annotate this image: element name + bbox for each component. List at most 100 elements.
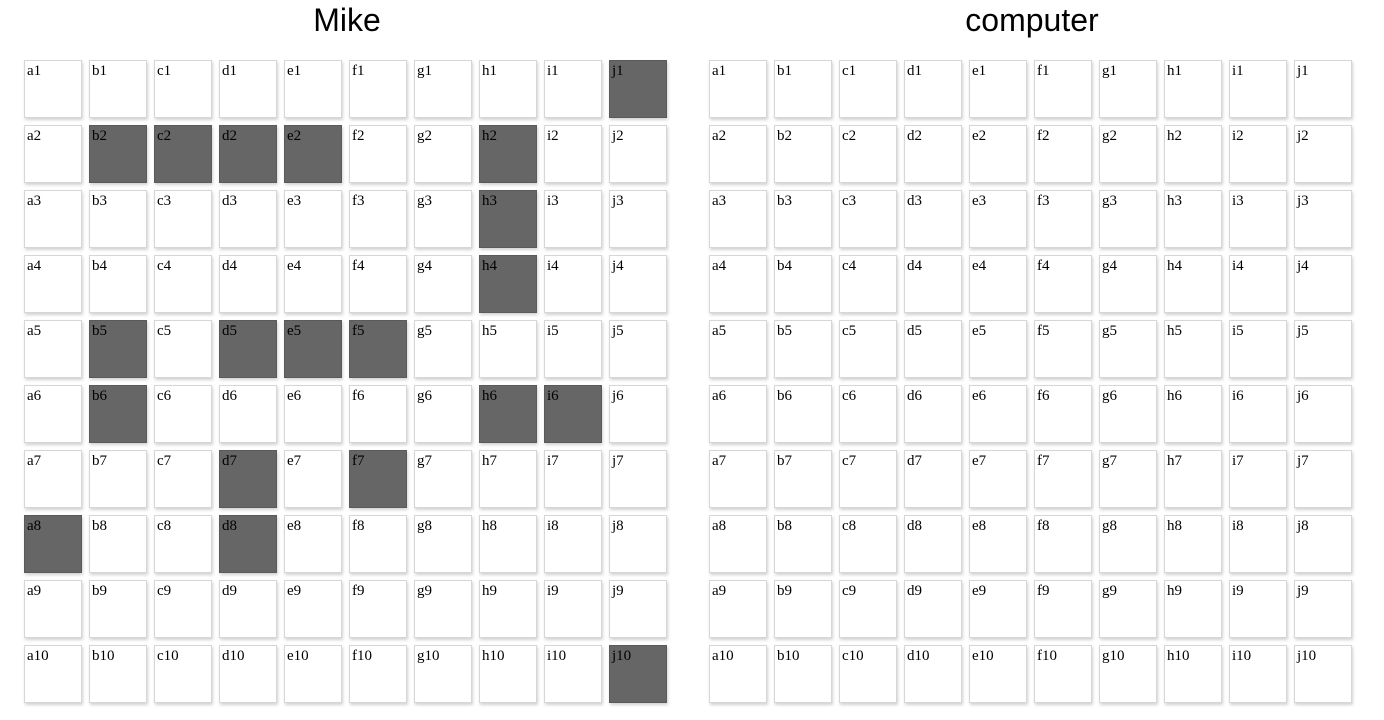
computer-cell-f6[interactable]: f6	[1034, 385, 1092, 443]
computer-cell-d7[interactable]: d7	[904, 450, 962, 508]
computer-cell-i5[interactable]: i5	[1229, 320, 1287, 378]
player-cell-c9[interactable]: c9	[154, 580, 212, 638]
computer-cell-b8[interactable]: b8	[774, 515, 832, 573]
computer-cell-h4[interactable]: h4	[1164, 255, 1222, 313]
player-cell-i1[interactable]: i1	[544, 60, 602, 118]
computer-cell-e8[interactable]: e8	[969, 515, 1027, 573]
player-cell-i9[interactable]: i9	[544, 580, 602, 638]
computer-cell-a7[interactable]: a7	[709, 450, 767, 508]
computer-cell-h9[interactable]: h9	[1164, 580, 1222, 638]
player-cell-e3[interactable]: e3	[284, 190, 342, 248]
computer-cell-f7[interactable]: f7	[1034, 450, 1092, 508]
computer-cell-g9[interactable]: g9	[1099, 580, 1157, 638]
computer-cell-d5[interactable]: d5	[904, 320, 962, 378]
computer-cell-c7[interactable]: c7	[839, 450, 897, 508]
player-cell-d4[interactable]: d4	[219, 255, 277, 313]
player-cell-h6[interactable]: h6	[479, 385, 537, 443]
computer-cell-j4[interactable]: j4	[1294, 255, 1352, 313]
computer-cell-c10[interactable]: c10	[839, 645, 897, 703]
player-cell-h10[interactable]: h10	[479, 645, 537, 703]
computer-cell-i7[interactable]: i7	[1229, 450, 1287, 508]
player-cell-f8[interactable]: f8	[349, 515, 407, 573]
player-cell-b6[interactable]: b6	[89, 385, 147, 443]
computer-cell-b9[interactable]: b9	[774, 580, 832, 638]
computer-cell-h1[interactable]: h1	[1164, 60, 1222, 118]
player-cell-j9[interactable]: j9	[609, 580, 667, 638]
player-cell-c2[interactable]: c2	[154, 125, 212, 183]
computer-cell-g10[interactable]: g10	[1099, 645, 1157, 703]
player-cell-a7[interactable]: a7	[24, 450, 82, 508]
player-cell-j8[interactable]: j8	[609, 515, 667, 573]
computer-cell-h10[interactable]: h10	[1164, 645, 1222, 703]
player-cell-g10[interactable]: g10	[414, 645, 472, 703]
player-cell-j2[interactable]: j2	[609, 125, 667, 183]
computer-cell-g6[interactable]: g6	[1099, 385, 1157, 443]
player-cell-b9[interactable]: b9	[89, 580, 147, 638]
player-cell-i10[interactable]: i10	[544, 645, 602, 703]
player-cell-f6[interactable]: f6	[349, 385, 407, 443]
computer-cell-i1[interactable]: i1	[1229, 60, 1287, 118]
computer-cell-j2[interactable]: j2	[1294, 125, 1352, 183]
computer-cell-c6[interactable]: c6	[839, 385, 897, 443]
player-cell-d3[interactable]: d3	[219, 190, 277, 248]
computer-cell-b4[interactable]: b4	[774, 255, 832, 313]
player-cell-j3[interactable]: j3	[609, 190, 667, 248]
player-cell-h5[interactable]: h5	[479, 320, 537, 378]
player-cell-a1[interactable]: a1	[24, 60, 82, 118]
player-cell-i5[interactable]: i5	[544, 320, 602, 378]
computer-cell-i9[interactable]: i9	[1229, 580, 1287, 638]
computer-cell-b2[interactable]: b2	[774, 125, 832, 183]
computer-cell-h8[interactable]: h8	[1164, 515, 1222, 573]
computer-cell-f2[interactable]: f2	[1034, 125, 1092, 183]
computer-cell-d4[interactable]: d4	[904, 255, 962, 313]
player-cell-h3[interactable]: h3	[479, 190, 537, 248]
computer-cell-h7[interactable]: h7	[1164, 450, 1222, 508]
player-cell-e10[interactable]: e10	[284, 645, 342, 703]
computer-cell-a5[interactable]: a5	[709, 320, 767, 378]
player-cell-a2[interactable]: a2	[24, 125, 82, 183]
computer-cell-b7[interactable]: b7	[774, 450, 832, 508]
computer-cell-a1[interactable]: a1	[709, 60, 767, 118]
player-cell-g8[interactable]: g8	[414, 515, 472, 573]
player-cell-d2[interactable]: d2	[219, 125, 277, 183]
player-cell-b10[interactable]: b10	[89, 645, 147, 703]
computer-cell-b6[interactable]: b6	[774, 385, 832, 443]
player-cell-e9[interactable]: e9	[284, 580, 342, 638]
computer-cell-g5[interactable]: g5	[1099, 320, 1157, 378]
computer-cell-d8[interactable]: d8	[904, 515, 962, 573]
computer-cell-g2[interactable]: g2	[1099, 125, 1157, 183]
computer-cell-f3[interactable]: f3	[1034, 190, 1092, 248]
computer-cell-i3[interactable]: i3	[1229, 190, 1287, 248]
player-cell-i6[interactable]: i6	[544, 385, 602, 443]
player-cell-g2[interactable]: g2	[414, 125, 472, 183]
player-cell-f3[interactable]: f3	[349, 190, 407, 248]
player-cell-d7[interactable]: d7	[219, 450, 277, 508]
player-cell-c10[interactable]: c10	[154, 645, 212, 703]
computer-cell-f5[interactable]: f5	[1034, 320, 1092, 378]
computer-cell-d6[interactable]: d6	[904, 385, 962, 443]
player-cell-a8[interactable]: a8	[24, 515, 82, 573]
player-cell-i7[interactable]: i7	[544, 450, 602, 508]
player-cell-e8[interactable]: e8	[284, 515, 342, 573]
computer-cell-d2[interactable]: d2	[904, 125, 962, 183]
computer-cell-h3[interactable]: h3	[1164, 190, 1222, 248]
player-cell-b3[interactable]: b3	[89, 190, 147, 248]
player-cell-d6[interactable]: d6	[219, 385, 277, 443]
computer-cell-c2[interactable]: c2	[839, 125, 897, 183]
computer-cell-i4[interactable]: i4	[1229, 255, 1287, 313]
computer-cell-j9[interactable]: j9	[1294, 580, 1352, 638]
player-cell-b4[interactable]: b4	[89, 255, 147, 313]
player-cell-b1[interactable]: b1	[89, 60, 147, 118]
computer-cell-a3[interactable]: a3	[709, 190, 767, 248]
computer-cell-g4[interactable]: g4	[1099, 255, 1157, 313]
computer-cell-i2[interactable]: i2	[1229, 125, 1287, 183]
computer-cell-g3[interactable]: g3	[1099, 190, 1157, 248]
player-cell-g9[interactable]: g9	[414, 580, 472, 638]
player-cell-c5[interactable]: c5	[154, 320, 212, 378]
player-cell-h9[interactable]: h9	[479, 580, 537, 638]
player-cell-f4[interactable]: f4	[349, 255, 407, 313]
player-cell-f9[interactable]: f9	[349, 580, 407, 638]
player-cell-f1[interactable]: f1	[349, 60, 407, 118]
player-cell-c6[interactable]: c6	[154, 385, 212, 443]
player-cell-d5[interactable]: d5	[219, 320, 277, 378]
